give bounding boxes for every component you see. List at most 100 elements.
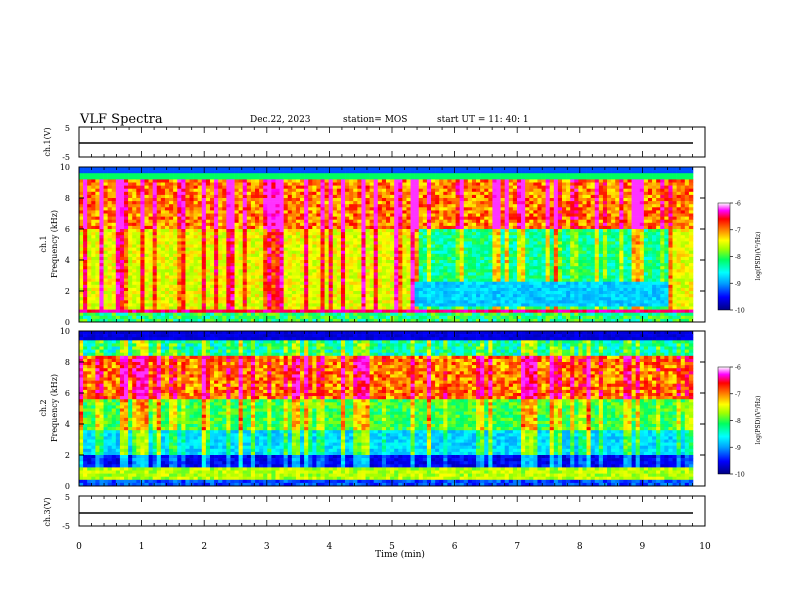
spectrogram-cell: [357, 235, 362, 239]
spectrogram-cell: [291, 269, 297, 273]
spectrogram-cell: [103, 216, 108, 220]
spectrogram-cell: [365, 287, 370, 292]
spectrogram-cell: [87, 306, 92, 310]
spectrogram-cell: [422, 173, 428, 177]
spectrogram-cell: [291, 256, 297, 261]
spectrogram-cell: [91, 303, 96, 307]
spectrogram-cell: [439, 312, 444, 317]
spectrogram-cell: [414, 269, 420, 273]
spectrogram-cell: [124, 219, 129, 224]
spectrogram-cell: [263, 219, 268, 224]
spectrogram-cell: [283, 318, 289, 323]
spectrogram-cell: [459, 198, 465, 202]
spectrogram-cell: [410, 256, 415, 261]
spectrogram-cell: [480, 194, 485, 199]
spectrogram-cell: [124, 244, 129, 248]
spectrogram-cell: [181, 238, 186, 242]
spectrogram-cell: [418, 281, 424, 286]
spectrogram-cell: [340, 173, 346, 177]
spectrogram-cell: [173, 167, 178, 171]
spectrogram-cell: [353, 204, 358, 208]
spectrogram-cell: [242, 201, 248, 205]
spectrogram-cell: [140, 272, 145, 276]
spectrogram-cell: [377, 179, 383, 183]
spectrogram-cell: [263, 213, 268, 217]
spectrogram-cell: [214, 185, 219, 189]
spectrogram-cell: [169, 297, 174, 301]
spectrogram-cell: [103, 266, 108, 270]
spectrogram-cell: [242, 176, 248, 180]
spectrogram-cell: [373, 278, 379, 282]
spectrogram-cell: [238, 185, 244, 189]
spectrogram-cell: [144, 185, 149, 189]
spectrogram-cell: [275, 253, 280, 258]
spectrogram-cell: [177, 309, 182, 313]
spectrogram-cell: [324, 167, 329, 171]
spectrogram-cell: [279, 219, 284, 224]
spectrogram-cell: [99, 250, 104, 255]
spectrogram-cell: [234, 287, 239, 292]
spectrogram-cell: [156, 272, 162, 276]
spectrogram-cell: [91, 260, 96, 264]
spectrogram-cell: [95, 210, 100, 214]
spectrogram-cell: [91, 306, 96, 310]
spectrogram-cell: [471, 318, 477, 323]
spectrogram-cell: [361, 247, 366, 251]
spectrogram-cell: [189, 238, 194, 242]
spectrogram-cell: [418, 253, 424, 258]
spectrogram-cell: [463, 225, 469, 230]
spectrogram-cell: [103, 269, 108, 273]
spectrogram-cell: [390, 191, 395, 196]
spectrogram-cell: [361, 238, 366, 242]
spectrogram-cell: [357, 213, 362, 217]
spectrogram-cell: [222, 266, 227, 270]
spectrogram-cell: [414, 284, 420, 289]
spectrogram-cell: [242, 241, 248, 245]
spectrogram-cell: [169, 232, 174, 236]
spectrogram-cell: [181, 291, 186, 295]
spectrogram-cell: [467, 269, 473, 273]
spectrogram-cell: [234, 232, 239, 236]
spectrogram-cell: [377, 247, 383, 251]
spectrogram-cell: [443, 272, 448, 276]
spectrogram-cell: [140, 229, 145, 233]
spectrogram-cell: [361, 219, 366, 224]
spectrogram-cell: [250, 266, 256, 270]
spectrogram-cell: [447, 287, 452, 292]
spectrogram-cell: [365, 300, 370, 304]
spectrogram-cell: [467, 219, 473, 224]
spectrogram-cell: [365, 238, 370, 242]
spectrogram-cell: [320, 291, 325, 295]
spectrogram-cell: [128, 306, 133, 310]
spectrogram-cell: [484, 210, 489, 214]
spectrogram-cell: [369, 229, 375, 233]
spectrogram-cell: [295, 179, 301, 183]
spectrogram-cell: [144, 229, 149, 233]
spectrogram-cell: [324, 188, 329, 193]
spectrogram-cell: [316, 318, 321, 323]
spectrogram-cell: [226, 170, 231, 174]
spectrogram-cell: [263, 210, 268, 214]
spectrogram-cell: [304, 297, 309, 301]
spectrogram-cell: [197, 291, 203, 295]
spectrogram-cell: [91, 173, 96, 177]
spectrogram-cell: [91, 294, 96, 298]
spectrogram-cell: [422, 256, 428, 261]
spectrogram-cell: [107, 253, 113, 258]
spectrogram-cell: [234, 309, 239, 313]
spectrogram-cell: [271, 191, 276, 196]
spectrogram-cell: [144, 263, 149, 267]
spectrogram-cell: [124, 318, 129, 323]
spectrogram-cell: [140, 250, 145, 255]
spectrogram-cell: [418, 241, 424, 245]
spectrogram-cell: [279, 256, 284, 261]
spectrogram-cell: [271, 284, 276, 289]
spectrogram-cell: [238, 238, 244, 242]
spectrogram-cell: [463, 272, 469, 276]
spectrogram-cell: [226, 291, 231, 295]
spectrogram-cell: [250, 281, 256, 286]
spectrogram-cell: [95, 315, 100, 320]
spectrogram-cell: [287, 194, 293, 199]
spectrogram-cell: [476, 250, 481, 255]
spectrogram-cell: [95, 216, 100, 220]
